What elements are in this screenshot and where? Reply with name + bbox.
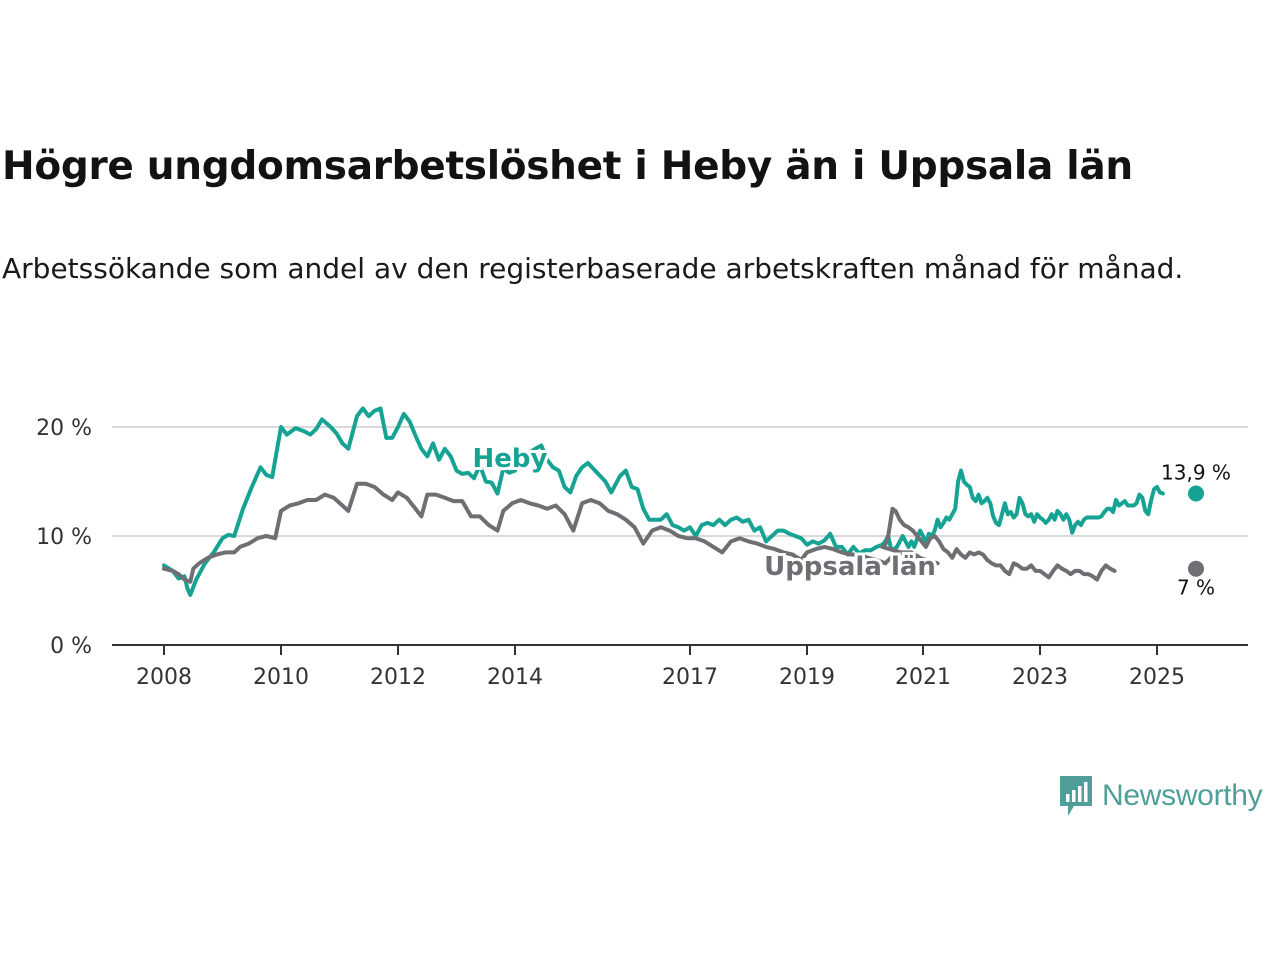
end-point-marker: [1188, 560, 1204, 577]
series-line-heby: [162, 406, 1165, 597]
x-tick-label: 2012: [370, 665, 426, 690]
series-lines: [162, 406, 1204, 597]
gridlines: [112, 426, 1248, 537]
x-tick-label: 2017: [662, 665, 718, 690]
newsworthy-logo: Newsworthy: [1058, 774, 1263, 818]
x-axis: 2008 2010 2012 2014 2017 2019 2021 2023 2025: [112, 644, 1248, 690]
x-tick-label: 2021: [895, 665, 951, 690]
newsworthy-logo-icon: [1060, 776, 1092, 816]
newsworthy-logo-text: Newsworthy: [1102, 779, 1263, 812]
x-tick-label: 2023: [1012, 665, 1068, 690]
end-value-label: 13,9 %: [1161, 460, 1231, 484]
x-tick-label: 2019: [779, 665, 835, 690]
series-label-uppsala-lan: Uppsala län: [764, 552, 936, 582]
chart-title: Högre ungdomsarbetslöshet i Heby än i Up…: [2, 144, 1133, 189]
x-tick-label: 2010: [253, 665, 309, 690]
y-tick-label: 10 %: [36, 525, 92, 550]
x-tick-label: 2008: [136, 665, 192, 690]
y-tick-label: 20 %: [36, 416, 92, 441]
end-point-marker: [1188, 485, 1204, 502]
series-labels: 13,9 % 7 % Heby Uppsala län: [470, 441, 1231, 600]
x-tick-label: 2025: [1129, 665, 1185, 690]
end-value-label: 7 %: [1177, 576, 1215, 600]
x-tick-label: 2014: [487, 665, 543, 690]
series-label-heby: Heby: [473, 444, 548, 474]
chart-subtitle: Arbetssökande som andel av den registerb…: [2, 252, 1184, 285]
series-line-uppsala-lan: [162, 481, 1117, 584]
y-axis-ticks: 0 % 10 % 20 %: [36, 416, 92, 659]
line-chart: 0 % 10 % 20 % 2008 2010 2012 2014 2017 2019 2021…: [36, 406, 1248, 690]
y-tick-label: 0 %: [50, 634, 92, 659]
